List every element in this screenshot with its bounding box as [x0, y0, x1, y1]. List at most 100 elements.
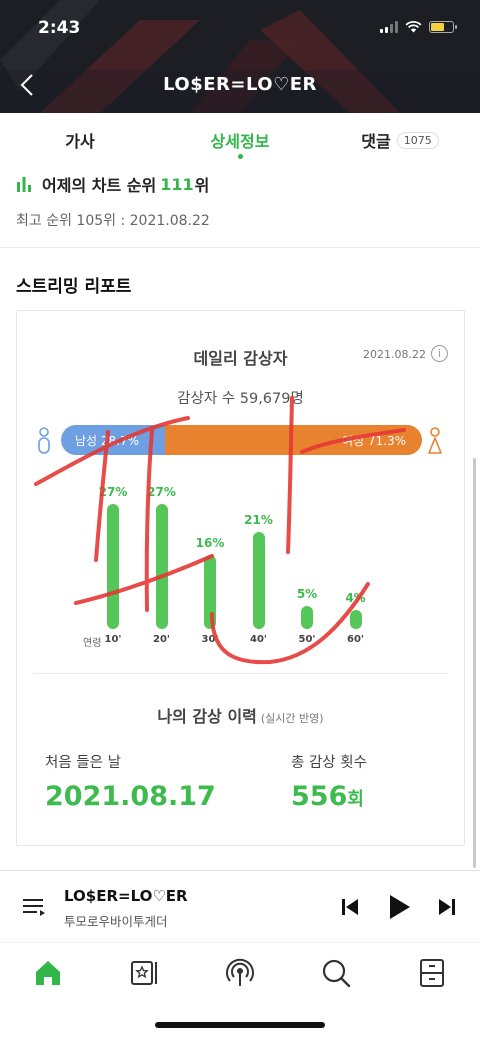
female-icon [428, 427, 442, 454]
history-note: (실시간 반영) [260, 712, 324, 725]
age-bar-value: 27% [98, 485, 128, 499]
age-tick-label: 50' [298, 634, 316, 645]
report-date: 2021.08.22 [363, 348, 426, 361]
age-bar-3: 21% [239, 513, 279, 629]
male-icon [38, 427, 50, 454]
age-tick-label: 60' [347, 634, 364, 645]
drawer-icon [420, 959, 444, 987]
nav-home[interactable] [28, 953, 68, 993]
nav-bar: LO$ER=LO♡ER [0, 62, 480, 108]
age-tick-label: 30' [201, 634, 219, 645]
header: 2:43 LO$ER=LO♡ER [0, 0, 480, 113]
playlist-icon[interactable] [20, 893, 48, 921]
status-time: 2:43 [38, 18, 81, 38]
chevron-left-icon [20, 74, 33, 96]
rank-line: 어제의 차트 순위 111 위 [16, 172, 466, 196]
total-plays-unit: 회 [347, 789, 364, 810]
podcast-icon [226, 958, 254, 986]
daily-listeners-title: 데일리 감상자 [193, 349, 288, 368]
section-divider [0, 247, 480, 248]
page-title: LO$ER=LO♡ER [163, 74, 317, 95]
age-bar-fill [301, 605, 313, 629]
mini-player[interactable]: LO$ER=LO♡ER 투모로우바이투게더 [0, 870, 480, 942]
history-title: 나의 감상 이력 (실시간 반영) [17, 703, 464, 727]
first-listen-label: 처음 들은 날 [45, 755, 121, 771]
age-tick-label: 10' [104, 634, 122, 645]
home-indicator [155, 1022, 325, 1028]
tab-bar: 가사 상세정보 댓글 1075 [0, 113, 480, 167]
battery-icon [429, 20, 457, 33]
age-bar-fill [252, 531, 265, 629]
tab-lyrics[interactable]: 가사 [0, 113, 160, 167]
player-artist[interactable]: 투모로우바이투게더 [64, 914, 168, 929]
best-rank: 최고 순위 105위 : 2021.08.22 [16, 213, 210, 229]
report-card: 데일리 감상자 2021.08.22 i 감상자 수 59,679명 남성 28… [16, 310, 465, 846]
status-bar: 2:43 [0, 0, 480, 52]
age-bar-value: 5% [296, 586, 318, 601]
age-bar-fill [155, 504, 168, 629]
nav-search[interactable] [316, 953, 356, 993]
age-bar-fill [349, 610, 362, 629]
skip-next-icon [439, 899, 455, 915]
previous-button[interactable] [336, 893, 364, 921]
rank-label: 어제의 차트 순위 [42, 176, 157, 195]
age-bar-4: 5% [287, 587, 327, 629]
age-bar-0: 27% [93, 485, 133, 629]
section-title: 스트리밍 리포트 [16, 277, 132, 297]
listener-count: 감상자 수 59,679명 [177, 391, 304, 407]
back-button[interactable] [12, 68, 42, 102]
tab-details-label: 상세정보 [210, 132, 270, 151]
age-bar-value: 27% [147, 485, 176, 499]
female-label: 여성 71.3% [341, 433, 406, 448]
tab-comments-label: 댓글 [361, 132, 391, 151]
bar-chart-icon [17, 177, 31, 192]
age-tick-label: 20' [153, 634, 170, 645]
age-bar-5: 4% [336, 591, 376, 629]
tab-comments[interactable]: 댓글 1075 [320, 113, 480, 167]
info-icon[interactable]: i [431, 345, 448, 362]
home-icon [36, 961, 60, 985]
nav-podcast[interactable] [220, 953, 260, 993]
active-tab-indicator [237, 154, 243, 159]
age-bar-value: 21% [244, 512, 273, 527]
male-segment: 남성 28.7% [61, 425, 165, 455]
total-plays-value: 556회 [291, 781, 364, 812]
player-song-title[interactable]: LO$ER=LO♡ER [64, 887, 188, 905]
age-bar-value: 16% [195, 535, 225, 550]
age-tick-label: 40' [250, 634, 267, 645]
comment-count-badge: 1075 [396, 131, 439, 149]
library-icon [131, 961, 157, 985]
age-bar-1: 27% [142, 485, 182, 629]
female-segment: 여성 71.3% [164, 425, 422, 455]
age-bar-fill [204, 554, 216, 629]
tab-details[interactable]: 상세정보 [160, 113, 320, 167]
age-axis-label: 연령 [83, 638, 102, 649]
rank-unit: 위 [194, 176, 210, 195]
card-divider [33, 673, 448, 674]
status-icons [380, 20, 457, 33]
scrollbar[interactable] [473, 458, 476, 868]
history-title-text: 나의 감상 이력 [157, 707, 257, 726]
tab-lyrics-label: 가사 [65, 132, 95, 151]
total-plays-label: 총 감상 횟수 [291, 755, 367, 771]
wifi-icon [405, 21, 422, 33]
play-icon [390, 895, 410, 919]
cellular-signal-icon [380, 20, 398, 33]
skip-previous-icon [342, 899, 358, 915]
age-bar-fill [107, 504, 119, 629]
next-button[interactable] [433, 893, 461, 921]
nav-library[interactable] [124, 953, 164, 993]
age-bar-2: 16% [190, 536, 230, 629]
first-listen-value: 2021.08.17 [45, 781, 216, 812]
age-distribution-chart: 연령 27% 10' 27% 20' 16% 30' 21% 40' 5% 50' 4% 60' [17, 471, 466, 656]
search-icon [322, 959, 351, 988]
gender-ratio-bar: 남성 28.7% 여성 71.3% [61, 425, 422, 455]
age-bar-value: 4% [345, 591, 366, 606]
chart-rank: 어제의 차트 순위 111 위 최고 순위 105위 : 2021.08.22 [16, 172, 466, 230]
album-art-background [0, 0, 480, 113]
male-label: 남성 28.7% [75, 433, 140, 448]
play-button[interactable] [385, 893, 413, 921]
total-plays-number: 556 [291, 781, 348, 812]
rank-value: 111 [160, 174, 194, 194]
nav-drawer[interactable] [412, 953, 452, 993]
